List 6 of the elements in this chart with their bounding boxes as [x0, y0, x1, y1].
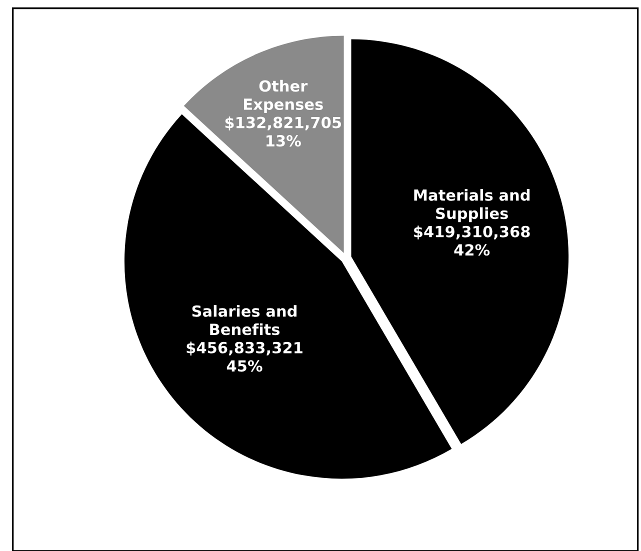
slice-label: Other Expenses: [244, 80, 323, 113]
data-label: $132,821,705 13%: [225, 116, 342, 147]
data-label: $456,833,321 45%: [186, 342, 302, 372]
slice-label: Salaries and Benefits: [192, 305, 296, 336]
data-label: $419,310,368 42%: [414, 226, 530, 256]
slice-label: Materials and Supplies: [414, 189, 530, 222]
